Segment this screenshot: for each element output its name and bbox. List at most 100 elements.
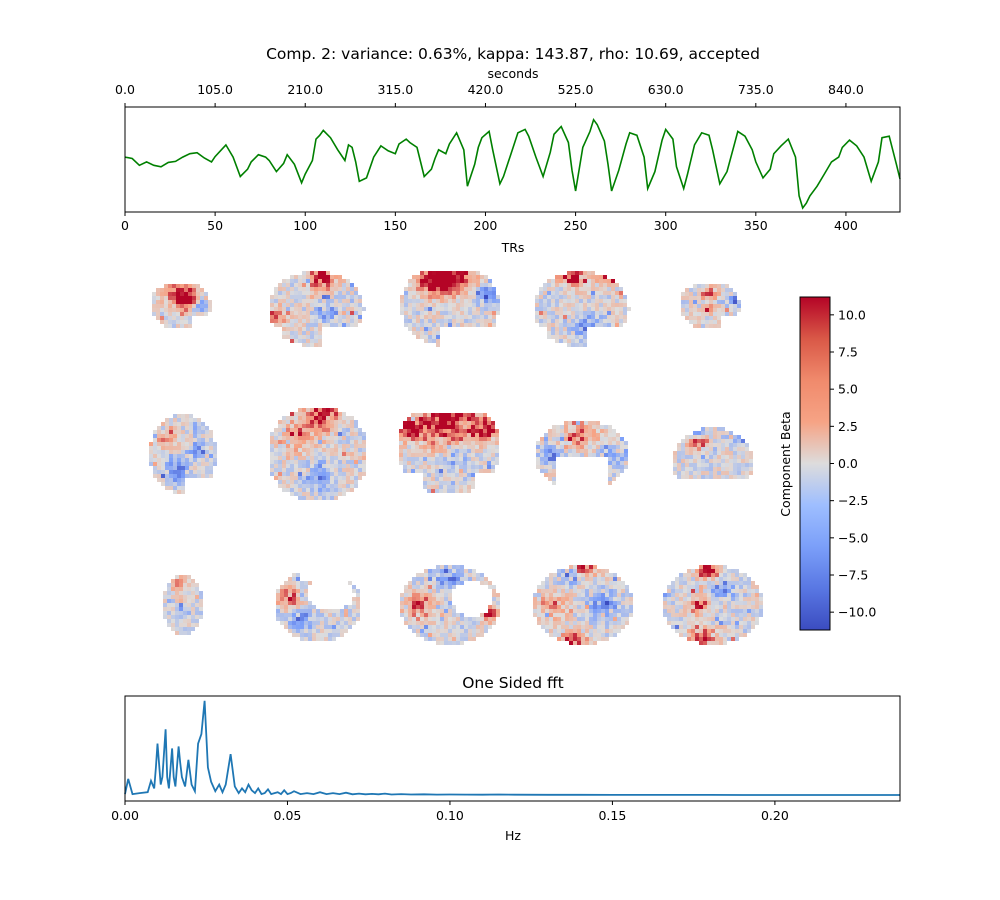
voxel <box>729 288 733 292</box>
voxel <box>322 452 326 456</box>
voxel <box>195 619 199 623</box>
voxel <box>181 458 185 462</box>
voxel <box>451 441 455 445</box>
voxel <box>459 481 463 485</box>
voxel <box>172 304 176 308</box>
voxel <box>358 440 362 444</box>
voxel <box>294 291 298 295</box>
voxel <box>620 461 624 465</box>
voxel <box>424 609 428 613</box>
voxel <box>479 453 483 457</box>
voxel <box>400 307 404 311</box>
voxel <box>687 577 691 581</box>
voxel <box>460 625 464 629</box>
voxel <box>420 279 424 283</box>
voxel <box>593 633 597 637</box>
voxel <box>572 441 576 445</box>
voxel <box>314 315 318 319</box>
voxel <box>444 569 448 573</box>
voxel <box>416 327 420 331</box>
voxel <box>157 462 161 466</box>
voxel <box>585 577 589 581</box>
voxel <box>699 605 703 609</box>
voxel <box>561 621 565 625</box>
voxel <box>306 408 310 412</box>
voxel <box>713 296 717 300</box>
voxel <box>173 486 177 490</box>
voxel <box>547 311 551 315</box>
voxel <box>308 609 312 613</box>
voxel <box>161 434 165 438</box>
voxel <box>699 641 703 645</box>
voxel <box>601 613 605 617</box>
voxel <box>346 424 350 428</box>
voxel <box>443 457 447 461</box>
voxel <box>191 615 195 619</box>
voxel <box>747 621 751 625</box>
voxel <box>424 577 428 581</box>
voxel <box>479 433 483 437</box>
voxel <box>685 288 689 292</box>
voxel <box>725 312 729 316</box>
voxel <box>557 637 561 641</box>
voxel <box>205 466 209 470</box>
colorbar-tick-label: −10.0 <box>838 605 876 620</box>
voxel <box>161 454 165 458</box>
voxel <box>330 496 334 500</box>
voxel <box>713 292 717 296</box>
voxel <box>432 303 436 307</box>
voxel <box>697 320 701 324</box>
voxel <box>358 464 362 468</box>
voxel <box>565 625 569 629</box>
voxel <box>713 463 717 467</box>
voxel <box>300 621 304 625</box>
voxel <box>539 291 543 295</box>
voxel <box>336 625 340 629</box>
voxel <box>597 581 601 585</box>
voxel <box>411 449 415 453</box>
voxel <box>552 441 556 445</box>
voxel <box>431 449 435 453</box>
voxel <box>619 299 623 303</box>
voxel <box>191 583 195 587</box>
voxel <box>452 641 456 645</box>
voxel <box>495 429 499 433</box>
voxel <box>164 324 168 328</box>
voxel <box>667 589 671 593</box>
voxel <box>743 605 747 609</box>
voxel <box>727 589 731 593</box>
voxel <box>284 581 288 585</box>
voxel <box>584 429 588 433</box>
voxel <box>581 625 585 629</box>
voxel <box>555 299 559 303</box>
voxel <box>412 605 416 609</box>
voxel <box>302 464 306 468</box>
voxel <box>300 609 304 613</box>
voxel <box>563 287 567 291</box>
voxel <box>557 629 561 633</box>
voxel <box>608 457 612 461</box>
voxel <box>671 581 675 585</box>
colorbar-ticks: 10.07.55.02.50.0−2.5−5.0−7.5−10.0 <box>830 307 876 620</box>
voxel <box>184 296 188 300</box>
voxel <box>608 465 612 469</box>
voxel <box>280 605 284 609</box>
voxel <box>447 485 451 489</box>
voxel <box>306 275 310 279</box>
voxel <box>731 621 735 625</box>
voxel <box>689 288 693 292</box>
voxel <box>435 489 439 493</box>
voxel <box>471 445 475 449</box>
voxel <box>556 449 560 453</box>
voxel <box>460 279 464 283</box>
voxel <box>308 621 312 625</box>
voxel <box>213 458 217 462</box>
voxel <box>551 279 555 283</box>
voxel <box>290 339 294 343</box>
voxel <box>479 437 483 441</box>
voxel <box>737 435 741 439</box>
voxel <box>717 475 721 479</box>
voxel <box>701 435 705 439</box>
voxel <box>551 311 555 315</box>
voxel <box>613 621 617 625</box>
